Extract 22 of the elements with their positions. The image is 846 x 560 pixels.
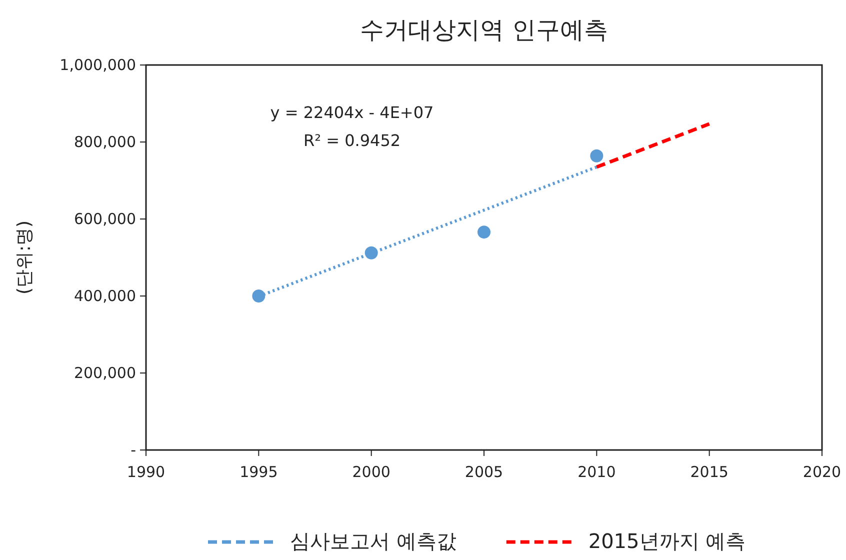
point (252, 290, 266, 302)
legend-label: 2015년까지 예측 (588, 529, 746, 553)
y-tick-label: - (130, 441, 136, 459)
y-tick-label: 600,000 (74, 210, 136, 228)
x-tick-label: 2010 (578, 463, 616, 481)
x-tick-label: 1995 (240, 463, 278, 481)
y-tick-label: 400,000 (74, 287, 136, 305)
legend-label: 심사보고서 예측값 (290, 529, 456, 553)
point (478, 226, 490, 239)
x-tick-label: 2015 (690, 463, 728, 481)
x-tick-label: 2000 (352, 463, 390, 481)
y-tick-label: 200,000 (74, 364, 136, 382)
chart-title: 수거대상지역 인구예측 (360, 16, 608, 44)
point (590, 149, 604, 162)
annotation: y = 22404x - 4E+07 (270, 103, 434, 122)
x-tick-label: 2005 (464, 463, 504, 481)
x-tick-label: 1990 (126, 463, 166, 481)
y-tick-label: 1,000,000 (60, 56, 136, 74)
annotation: R² = 0.9452 (303, 131, 401, 150)
x-tick-label: 2020 (802, 463, 842, 481)
y-tick-label: 800,000 (74, 133, 136, 151)
y-axis-title: (단위:명) (14, 220, 35, 295)
